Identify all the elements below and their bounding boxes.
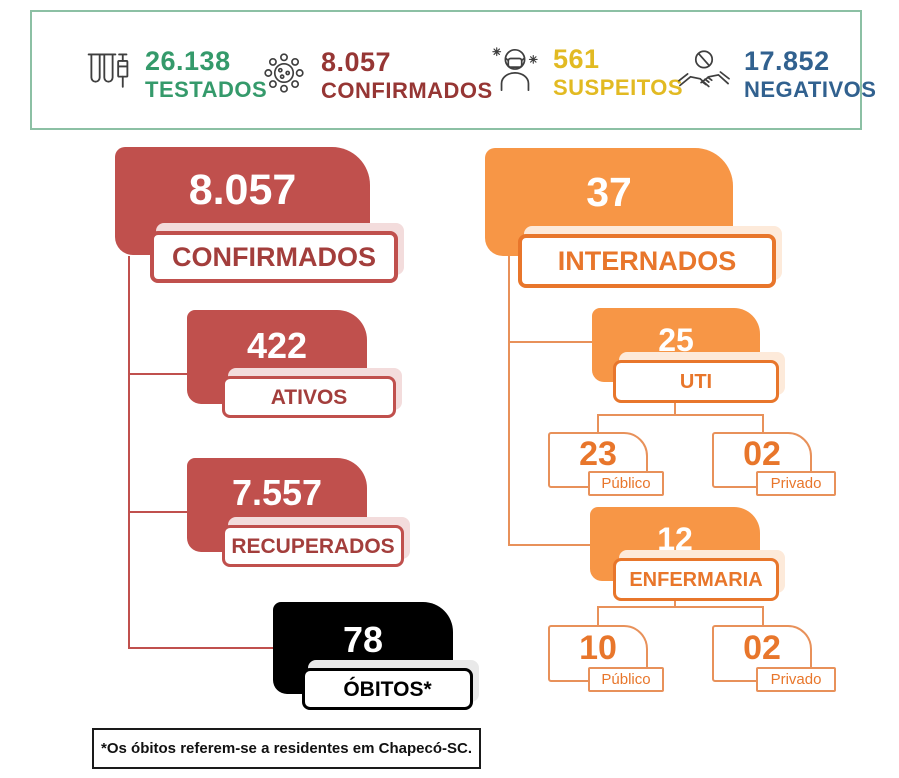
no-handshake-icon	[677, 48, 731, 101]
connector-line	[597, 606, 599, 626]
virus-icon	[260, 49, 308, 102]
connector-line	[597, 414, 599, 433]
confirmed-count: 8.057	[321, 47, 392, 77]
icu-private-label: Privado	[756, 471, 836, 496]
confirmed-label: CONFIRMADOS	[321, 78, 493, 103]
ward-public-label: Público	[588, 667, 664, 692]
tested-label: TESTADOS	[145, 77, 268, 102]
recovered-card-value: 7.557	[231, 472, 323, 513]
connector-line	[508, 544, 590, 546]
ward-card-label: ENFERMARIA	[613, 558, 779, 601]
connector-line	[128, 373, 188, 375]
suspected-label: SUSPEITOS	[553, 75, 684, 100]
connector-line	[128, 647, 274, 649]
ward-card-value: 12	[657, 521, 693, 557]
connector-line	[128, 256, 130, 649]
confirmed-card-label: CONFIRMADOS	[150, 231, 398, 283]
ward-public-value: 10	[579, 628, 617, 667]
deaths-footnote: *Os óbitos referem-se a residentes em Ch…	[92, 728, 481, 769]
hospitalized-card-label: INTERNADOS	[518, 234, 776, 288]
negative-label: NEGATIVOS	[744, 77, 877, 102]
suspected-stat: 561 SUSPEITOS	[490, 42, 683, 103]
active-card-label: ATIVOS	[222, 376, 396, 418]
connector-line	[762, 606, 764, 626]
connector-line	[597, 414, 764, 416]
connector-line	[762, 414, 764, 433]
active-card-value: 422	[246, 325, 308, 366]
icu-private-value: 02	[743, 435, 781, 473]
icu-public-label: Público	[588, 471, 664, 496]
connector-line	[674, 595, 676, 608]
connector-line	[597, 606, 764, 608]
negative-stat: 17.852 NEGATIVOS	[677, 48, 876, 101]
ward-private-label: Privado	[756, 667, 836, 692]
confirmed-card-value: 8.057	[188, 165, 297, 214]
icu-card-value: 25	[658, 322, 694, 358]
connector-line	[674, 397, 676, 416]
connector-line	[508, 256, 510, 546]
negative-count: 17.852	[744, 46, 830, 76]
tested-stat: 26.138 TESTADOS	[84, 45, 267, 104]
connector-line	[508, 341, 592, 343]
hospitalized-card-value: 37	[586, 168, 632, 215]
suspected-count: 561	[553, 44, 600, 74]
test-tubes-icon	[84, 45, 132, 104]
deaths-card-value: 78	[342, 619, 384, 660]
deaths-card-label: ÓBITOS*	[302, 668, 473, 710]
patient-mask-icon	[490, 42, 540, 103]
confirmed-stat: 8.057 CONFIRMADOS	[260, 49, 493, 102]
icu-public-value: 23	[579, 435, 617, 473]
recovered-card-label: RECUPERADOS	[222, 525, 404, 567]
tested-count: 26.138	[145, 46, 231, 76]
icu-card-label: UTI	[613, 360, 779, 403]
ward-private-value: 02	[743, 628, 781, 667]
connector-line	[128, 511, 188, 513]
summary-banner: 26.138 TESTADOS 8.057 CONFIRMADOS	[30, 10, 876, 130]
